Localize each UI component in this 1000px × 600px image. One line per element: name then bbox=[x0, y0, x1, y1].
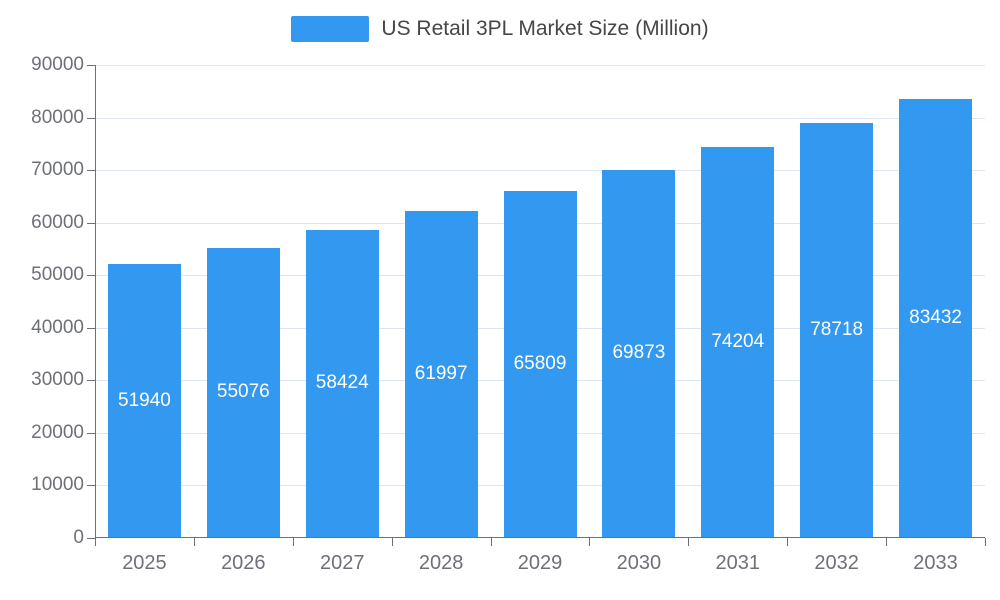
y-axis-tick bbox=[87, 380, 95, 382]
x-axis-label: 2032 bbox=[814, 552, 859, 574]
y-axis-label: 60000 bbox=[31, 211, 84, 233]
bar-2030[interactable]: 69873 bbox=[602, 169, 676, 537]
bar-value-label: 83432 bbox=[909, 306, 962, 328]
y-axis-label: 20000 bbox=[31, 421, 84, 443]
bar-2032[interactable]: 78718 bbox=[800, 123, 874, 537]
y-axis-tick bbox=[87, 170, 95, 172]
x-axis-tick bbox=[391, 538, 393, 546]
bar-value-label: 65809 bbox=[513, 353, 567, 375]
x-axis-label: 2028 bbox=[418, 552, 464, 574]
gridline bbox=[95, 117, 985, 119]
gridline bbox=[95, 170, 985, 172]
y-axis-tick bbox=[87, 538, 95, 539]
bar-value-label: 61997 bbox=[414, 363, 468, 385]
x-axis-label: 2031 bbox=[715, 552, 761, 574]
x-axis-label: 2026 bbox=[221, 552, 266, 574]
x-axis-tick bbox=[589, 538, 591, 546]
x-axis-label: 2025 bbox=[122, 552, 167, 574]
y-axis-tick bbox=[87, 117, 95, 119]
gridline bbox=[95, 65, 985, 66]
y-axis-tick bbox=[87, 485, 95, 487]
x-axis-tick bbox=[490, 538, 492, 546]
x-axis-tick bbox=[787, 538, 789, 546]
x-axis-tick bbox=[95, 538, 96, 546]
x-axis-label: 2029 bbox=[517, 552, 563, 574]
y-axis-label: 90000 bbox=[31, 54, 84, 75]
y-axis-tick bbox=[87, 327, 95, 329]
y-axis-label: 80000 bbox=[31, 106, 84, 128]
y-axis-label: 0 bbox=[73, 527, 84, 548]
y-axis-tick bbox=[87, 65, 95, 66]
bar-2026[interactable]: 55076 bbox=[206, 247, 280, 537]
y-axis-label: 40000 bbox=[31, 316, 84, 338]
y-axis-label: 70000 bbox=[31, 159, 84, 181]
plot-area: 51940 55076 58424 61997 65809 69873 74204 78718… bbox=[87, 65, 986, 546]
bar-2028[interactable]: 61997 bbox=[404, 211, 478, 537]
x-axis-tick bbox=[292, 538, 294, 546]
x-axis-tick bbox=[688, 538, 690, 546]
y-axis-label: 10000 bbox=[31, 474, 84, 496]
bar-value-label: 74204 bbox=[711, 331, 765, 353]
x-axis-label: 2027 bbox=[319, 552, 365, 574]
legend-swatch-icon bbox=[291, 16, 370, 42]
x-axis-tick bbox=[193, 538, 195, 546]
y-axis-label: 50000 bbox=[31, 264, 84, 286]
y-axis-label: 30000 bbox=[31, 369, 84, 391]
x-axis-tick bbox=[985, 538, 986, 546]
bar-2033[interactable]: 83432 bbox=[899, 98, 973, 537]
y-axis-tick bbox=[87, 432, 95, 434]
legend-label: US Retail 3PL Market Size (Million) bbox=[381, 17, 709, 40]
bar-value-label: 58424 bbox=[315, 372, 369, 394]
x-axis-line bbox=[95, 537, 985, 538]
y-axis-tick bbox=[87, 275, 95, 277]
bar-value-label: 51940 bbox=[118, 389, 171, 411]
bar-value-label: 78718 bbox=[810, 319, 864, 341]
bar-2025[interactable]: 51940 bbox=[107, 264, 181, 537]
bar-2031[interactable]: 74204 bbox=[701, 147, 775, 537]
x-axis-tick bbox=[886, 538, 888, 546]
bar-2029[interactable]: 65809 bbox=[503, 191, 577, 537]
y-axis-tick bbox=[87, 222, 95, 224]
x-axis-label: 2033 bbox=[913, 552, 958, 574]
legend[interactable]: US Retail 3PL Market Size (Million) bbox=[0, 16, 1000, 42]
y-axis-line bbox=[95, 65, 96, 538]
bar-value-label: 69873 bbox=[612, 342, 666, 364]
bar-value-label: 55076 bbox=[216, 381, 270, 403]
x-axis-label: 2030 bbox=[616, 552, 662, 574]
bar-2027[interactable]: 58424 bbox=[305, 229, 379, 537]
